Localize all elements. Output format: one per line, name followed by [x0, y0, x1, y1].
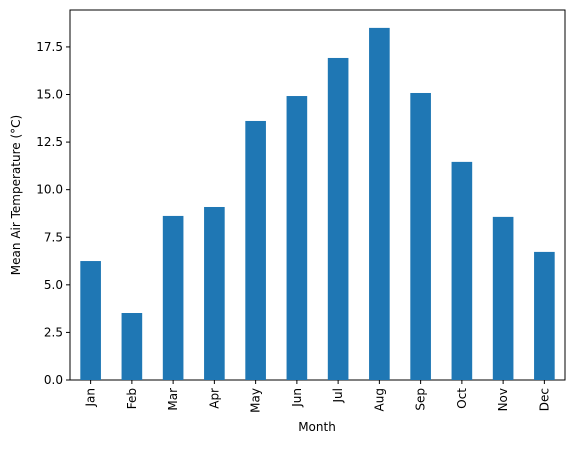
x-tick-label: Nov	[496, 388, 510, 411]
x-tick-label: Jun	[290, 388, 304, 408]
y-tick-label: 7.5	[44, 230, 63, 244]
x-tick-label: Dec	[537, 388, 551, 411]
x-tick-label: Jan	[84, 388, 98, 408]
y-tick-label: 15.0	[36, 88, 63, 102]
x-tick-label: Jul	[331, 388, 345, 403]
bar	[327, 57, 349, 381]
x-tick-label: Aug	[372, 388, 386, 411]
y-tick-label: 17.5	[36, 40, 63, 54]
x-axis-label: Month	[298, 420, 336, 434]
x-tick-label: Feb	[125, 388, 139, 409]
x-tick-label: Sep	[414, 388, 428, 411]
bar	[204, 206, 225, 380]
x-tick-label: Mar	[166, 388, 180, 411]
y-tick-label: 5.0	[44, 278, 63, 292]
x-tick-label: Oct	[455, 388, 469, 409]
y-tick-label: 2.5	[44, 325, 63, 339]
x-tick-label: Apr	[207, 388, 221, 409]
y-tick-label: 0.0	[44, 373, 63, 387]
y-tick-label: 12.5	[36, 135, 63, 149]
x-tick-label: May	[249, 388, 263, 413]
axes-frame	[69, 9, 566, 381]
bar	[245, 120, 266, 380]
bar	[369, 27, 390, 380]
bar	[162, 215, 184, 380]
bar	[80, 261, 101, 380]
bar	[492, 216, 514, 380]
bar	[451, 161, 473, 380]
bar	[410, 92, 431, 381]
bar	[286, 96, 308, 380]
y-tick-label: 10.0	[36, 183, 63, 197]
bar	[121, 313, 143, 380]
bar	[534, 251, 555, 380]
y-axis-label: Mean Air Temperature (°C)	[9, 115, 23, 275]
